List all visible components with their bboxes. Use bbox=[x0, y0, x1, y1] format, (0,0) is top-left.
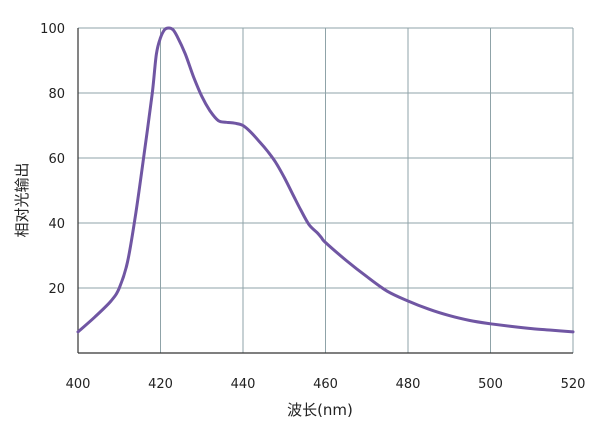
x-tick-label-5: 500 bbox=[478, 377, 503, 392]
x-tick-label-6: 520 bbox=[561, 377, 586, 392]
y-tick-label-1: 40 bbox=[48, 217, 65, 232]
y-tick-label-4: 100 bbox=[40, 22, 65, 37]
axes bbox=[77, 28, 573, 354]
y-tick-label-2: 60 bbox=[48, 152, 65, 167]
series-group bbox=[76, 26, 575, 334]
x-tick-labels: 400 420 440 460 480 500 520 bbox=[66, 377, 586, 392]
x-tick-label-0: 400 bbox=[66, 377, 91, 392]
y-tick-label-0: 20 bbox=[48, 282, 65, 297]
x-tick-label-4: 480 bbox=[396, 377, 421, 392]
grid-lines bbox=[78, 27, 574, 353]
x-tick-label-2: 440 bbox=[231, 377, 256, 392]
y-axis-title: 相对光输出 bbox=[13, 162, 31, 237]
y-tick-labels: 20 40 60 80 100 bbox=[40, 22, 65, 297]
spectrum-line-series-0 bbox=[76, 26, 575, 334]
x-tick-label-1: 420 bbox=[148, 377, 173, 392]
y-tick-label-3: 80 bbox=[48, 87, 65, 102]
x-tick-label-3: 460 bbox=[313, 377, 338, 392]
x-axis-title: 波长(nm) bbox=[287, 401, 353, 419]
